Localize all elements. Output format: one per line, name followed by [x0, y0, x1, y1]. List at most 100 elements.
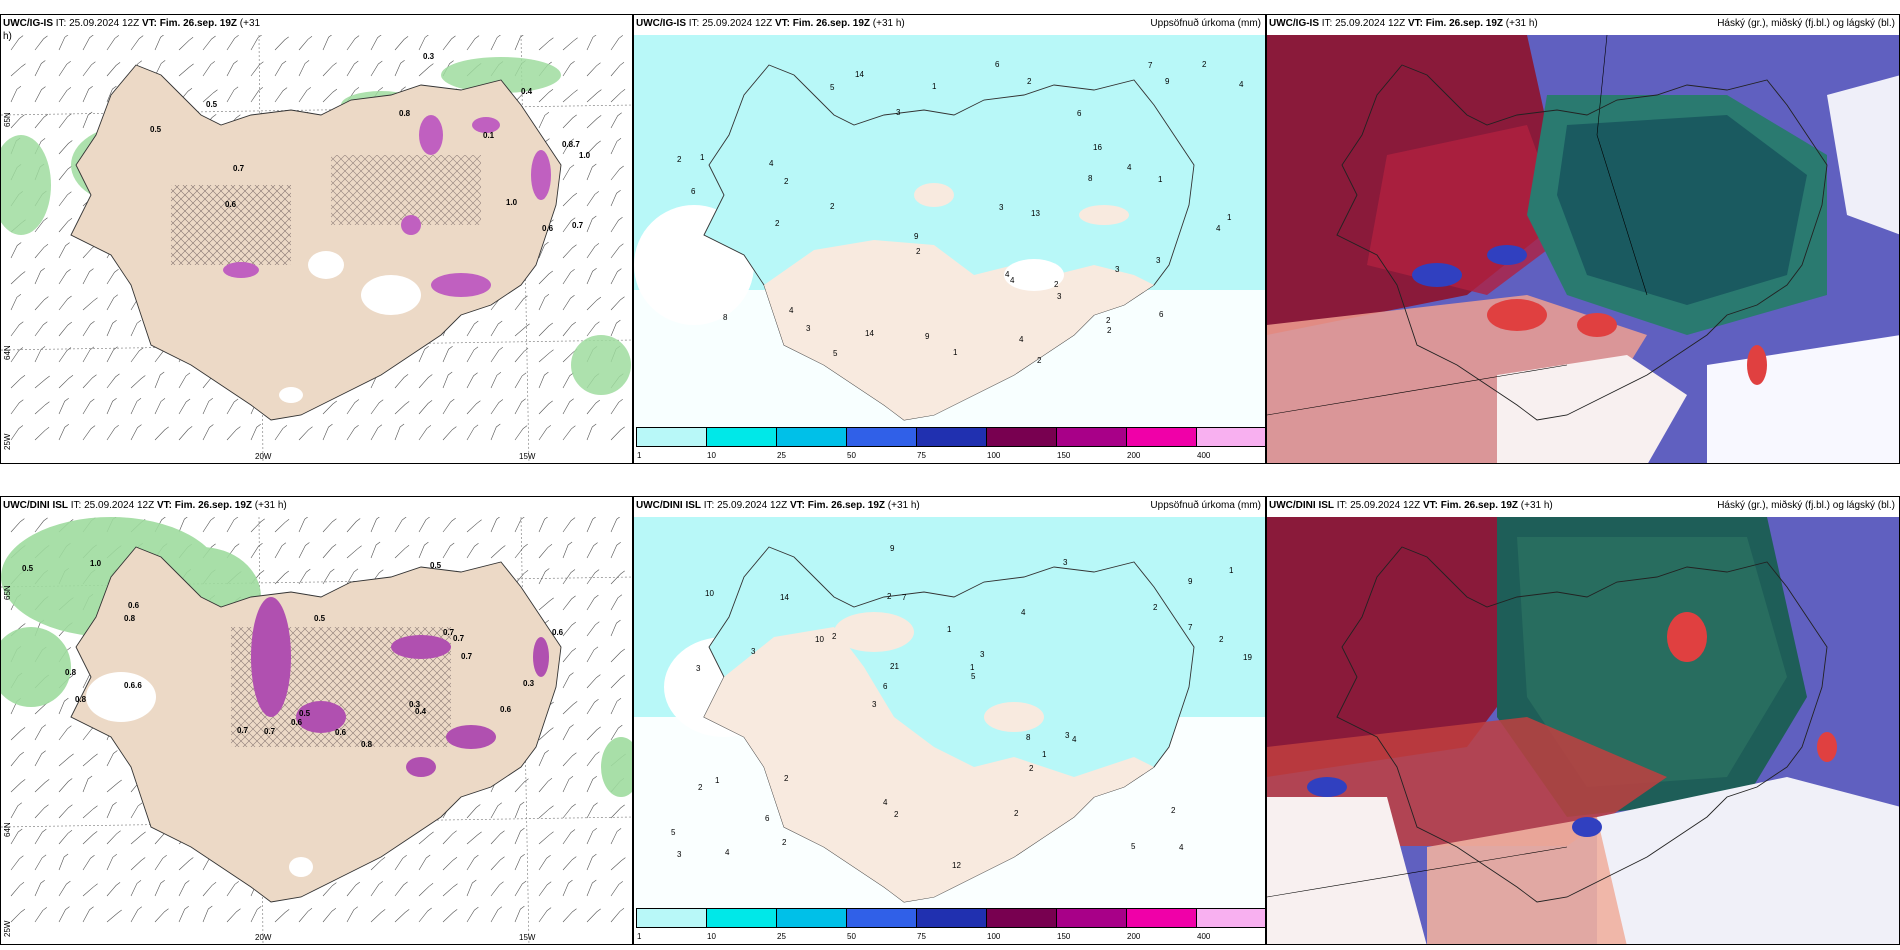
value-label: 14 [780, 593, 789, 602]
wind-barb [418, 374, 433, 389]
wind-barb [370, 35, 382, 51]
value-label: 1 [947, 625, 952, 634]
wind-barb [82, 85, 93, 103]
wind-barb [442, 517, 456, 533]
wind-barb [34, 296, 49, 311]
wind-barb [154, 35, 165, 51]
wind-barb [586, 267, 597, 285]
wind-barb [394, 374, 409, 389]
wind-barb [370, 517, 380, 533]
wind-barb [586, 321, 600, 337]
colorbar-swatch [987, 428, 1057, 446]
wind-barb [154, 855, 167, 871]
wind-barb [562, 569, 576, 585]
value-label: 9 [914, 232, 919, 241]
wind-barb [538, 241, 549, 259]
value-label: 6 [1077, 109, 1082, 118]
wind-barb [154, 426, 169, 441]
panel-header: UWC/IG-IS IT: 25.09.2024 12Z VT: Fim. 26… [1269, 17, 1895, 33]
value-label: 4 [1216, 224, 1221, 233]
value-label: 0.6.6 [124, 681, 142, 690]
wind-barb [274, 909, 290, 923]
wind-barb [346, 35, 360, 51]
wind-barb [490, 881, 504, 897]
value-label: 2 [1219, 635, 1224, 644]
value-label: 2 [698, 783, 703, 792]
wind-barb [418, 831, 434, 845]
wind-barb [58, 725, 72, 741]
wind-barb [442, 35, 456, 51]
wind-barb [538, 727, 554, 741]
wind-barb [538, 112, 550, 129]
wind-barb [106, 294, 118, 311]
wind-barb [538, 322, 553, 337]
wind-barb [610, 724, 623, 741]
wind-barb [322, 518, 337, 533]
wind-barb [106, 909, 122, 923]
valid-time: VT: Fim. 26.sep. 19Z [1407, 18, 1504, 29]
wind-barb [34, 427, 50, 441]
value-label: 0.6 [128, 601, 140, 610]
lead-time: (+31 h) [254, 500, 287, 511]
wind-barb [418, 63, 434, 77]
wind-barb [130, 347, 144, 363]
wind-barb [562, 114, 577, 129]
wind-barb [466, 804, 481, 819]
value-label: 2 [1037, 356, 1042, 365]
value-label: 0.5 [150, 125, 162, 134]
wind-barb [610, 828, 622, 845]
value-label: 1 [953, 348, 958, 357]
wind-barb [106, 801, 117, 819]
value-label: 2 [1153, 603, 1158, 612]
value-label: 0.1 [483, 131, 495, 140]
wind-barb [562, 89, 578, 103]
wind-barb [538, 270, 553, 285]
colorbar-tick-label: 25 [777, 451, 786, 460]
wind-barb [82, 906, 94, 923]
wind-barb [610, 881, 623, 897]
wind-barb [226, 398, 239, 415]
value-label: 9 [890, 544, 895, 553]
valid-time: VT: Fim. 26.sep. 19Z [774, 18, 871, 29]
wind-barb [442, 345, 453, 363]
wind-barb [418, 400, 433, 415]
value-label: 0.8 [65, 668, 77, 677]
field-title: Uppsöfnuð úrkoma (mm) [1150, 500, 1261, 511]
wind-barb [562, 321, 576, 337]
wind-barb [58, 140, 73, 155]
wind-barb [34, 804, 49, 819]
wind-barb [178, 372, 191, 389]
wind-barb [34, 907, 47, 923]
wind-barb [106, 62, 121, 77]
wind-barb [106, 830, 121, 845]
colorbar-tick-label: 10 [707, 451, 716, 460]
value-label: 5 [671, 828, 676, 837]
value-label: 0.3 [523, 679, 535, 688]
wind-barb [562, 856, 577, 871]
wind-barb [490, 856, 505, 871]
panel-header: UWC/DINI ISL IT: 25.09.2024 12Z VT: Fim.… [1269, 499, 1895, 515]
value-label: 3 [1057, 292, 1062, 301]
wind-barb [562, 879, 573, 897]
wind-barb [130, 35, 144, 51]
value-label: 5 [971, 672, 976, 681]
colorbar-tick-label: 200 [1127, 451, 1141, 460]
wind-barb [586, 423, 597, 441]
wind-barb [514, 295, 528, 311]
value-label: 3 [999, 203, 1004, 212]
wind-barb [418, 517, 431, 533]
wind-barb [562, 752, 577, 767]
value-label: 4 [1239, 80, 1244, 89]
value-label: 0.8 [399, 109, 411, 118]
value-label: 4 [1019, 335, 1024, 344]
wind-barb [178, 398, 191, 415]
wind-barb [610, 319, 621, 337]
wind-barb [250, 518, 265, 533]
wind-barb [322, 62, 337, 77]
wind-barb [298, 426, 313, 441]
wind-barb [58, 347, 72, 363]
wind-barb [154, 908, 169, 923]
value-label: 0.8 [75, 695, 87, 704]
wind-barb [58, 906, 70, 923]
value-label: 13 [1031, 209, 1040, 218]
